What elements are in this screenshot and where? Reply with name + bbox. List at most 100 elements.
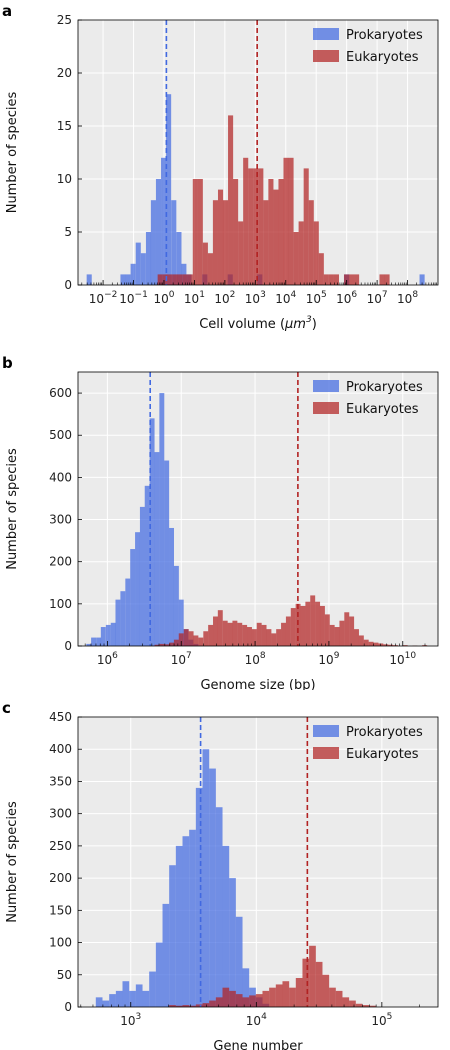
eukaryotes-bar	[182, 1005, 190, 1007]
eukaryotes-bar	[323, 274, 329, 285]
prokaryotes-bar	[419, 274, 425, 285]
eukaryotes-bar	[197, 179, 203, 285]
eukaryotes-bar	[315, 961, 323, 1007]
prokaryotes-legend-label: Prokaryotes	[346, 28, 423, 43]
y-tick-label: 0	[64, 1000, 72, 1014]
x-tick-label: 106	[97, 651, 118, 667]
eukaryotes-bar	[209, 1000, 216, 1007]
prokaryotes-bar	[115, 990, 123, 1007]
eukaryotes-bar	[232, 620, 238, 646]
prokaryotes-bar	[91, 637, 97, 646]
y-tick-label: 200	[49, 555, 72, 569]
eukaryotes-bar	[255, 994, 263, 1007]
eukaryotes-bar	[275, 984, 283, 1007]
prokaryotes-bar	[125, 578, 131, 646]
eukaryotes-legend-swatch	[313, 50, 339, 62]
x-axis-label: Gene number	[213, 1039, 303, 1050]
prokaryotes-bar	[242, 968, 250, 1007]
prokaryotes-bar	[130, 263, 136, 285]
eukaryotes-bar	[217, 610, 223, 646]
eukaryotes-bar	[253, 168, 259, 285]
eukaryotes-bar	[363, 639, 369, 646]
eukaryotes-bar	[193, 635, 199, 646]
eukaryotes-bar	[229, 990, 236, 1007]
prokaryotes-bar	[149, 418, 155, 646]
eukaryotes-bar	[315, 601, 321, 646]
eukaryotes-bar	[235, 994, 243, 1007]
prokaryotes-bar	[178, 599, 184, 646]
eukaryotes-bar	[262, 990, 270, 1007]
eukaryotes-bar	[402, 645, 408, 646]
prokaryotes-bar	[105, 624, 111, 646]
eukaryotes-bar	[202, 1003, 210, 1007]
eukaryotes-legend-swatch	[313, 402, 339, 414]
eukaryotes-bar	[278, 179, 284, 285]
eukaryotes-bar	[369, 1005, 376, 1007]
prokaryotes-bar	[164, 460, 170, 646]
eukaryotes-bar	[318, 253, 324, 285]
eukaryotes-bar	[328, 274, 334, 285]
prokaryotes-bar	[222, 845, 230, 1007]
x-tick-label: 104	[246, 1012, 267, 1028]
prokaryotes-bar	[149, 971, 156, 1007]
prokaryotes-bar	[171, 200, 177, 285]
eukaryotes-bar	[222, 620, 228, 646]
y-tick-label: 25	[57, 13, 72, 27]
eukaryotes-bar	[169, 642, 175, 646]
eukaryotes-bar	[212, 200, 218, 285]
eukaryotes-bar	[308, 200, 314, 285]
eukaryotes-bar	[187, 274, 193, 285]
eukaryotes-legend-label: Eukaryotes	[346, 50, 419, 65]
eukaryotes-bar	[358, 635, 364, 646]
eukaryotes-bar	[159, 643, 165, 646]
eukaryotes-bar	[238, 221, 244, 285]
eukaryotes-bar	[273, 189, 279, 285]
eukaryotes-legend-label: Eukaryotes	[346, 402, 419, 417]
prokaryotes-bar	[120, 591, 126, 646]
prokaryotes-bar	[125, 274, 131, 285]
plot-frame	[77, 716, 439, 1008]
eukaryotes-bar	[243, 157, 249, 285]
eukaryotes-bar	[242, 997, 250, 1007]
y-tick-label: 15	[57, 119, 72, 133]
panel-label: a	[2, 2, 12, 20]
eukaryotes-bar	[162, 274, 168, 285]
eukaryotes-bar	[319, 605, 325, 646]
prokaryotes-legend-swatch	[313, 28, 339, 40]
eukaryotes-bar	[249, 995, 256, 1007]
eukaryotes-bar	[384, 274, 390, 285]
eukaryotes-bar	[368, 641, 374, 646]
eukaryotes-bar	[198, 637, 204, 646]
eukaryotes-bar	[164, 644, 170, 646]
prokaryotes-bar	[145, 232, 152, 285]
prokaryotes-bar	[173, 565, 179, 646]
plot-area	[78, 717, 438, 1007]
y-tick-label: 450	[49, 710, 72, 724]
eukaryotes-bar	[227, 622, 233, 646]
prokaryotes-legend-label: Prokaryotes	[346, 380, 423, 395]
eukaryotes-bar	[329, 624, 335, 646]
eukaryotes-bar	[305, 601, 311, 646]
prokaryotes-bar	[129, 990, 136, 1007]
prokaryotes-bar	[202, 749, 210, 1007]
eukaryotes-bar	[288, 157, 294, 285]
x-tick-label: 10−1	[119, 290, 148, 306]
eukaryotes-bar	[343, 274, 350, 285]
eukaryotes-bar	[383, 644, 389, 646]
eukaryotes-bar	[222, 200, 229, 285]
y-axis-label: Number of species	[5, 801, 20, 923]
eukaryotes-bar	[256, 622, 262, 646]
eukaryotes-bar	[333, 274, 339, 285]
prokaryotes-bar	[109, 994, 116, 1007]
y-tick-label: 0	[64, 278, 72, 292]
prokaryotes-bar	[86, 274, 92, 285]
prokaryotes-bar	[155, 942, 163, 1007]
y-tick-label: 400	[49, 742, 72, 756]
eukaryotes-bar	[339, 620, 345, 646]
prokaryotes-bar	[100, 627, 106, 646]
y-tick-label: 600	[49, 386, 72, 400]
y-tick-label: 0	[64, 639, 72, 653]
eukaryotes-bar	[303, 168, 309, 285]
prokaryotes-bar	[139, 506, 145, 646]
prokaryotes-bar	[115, 599, 121, 646]
